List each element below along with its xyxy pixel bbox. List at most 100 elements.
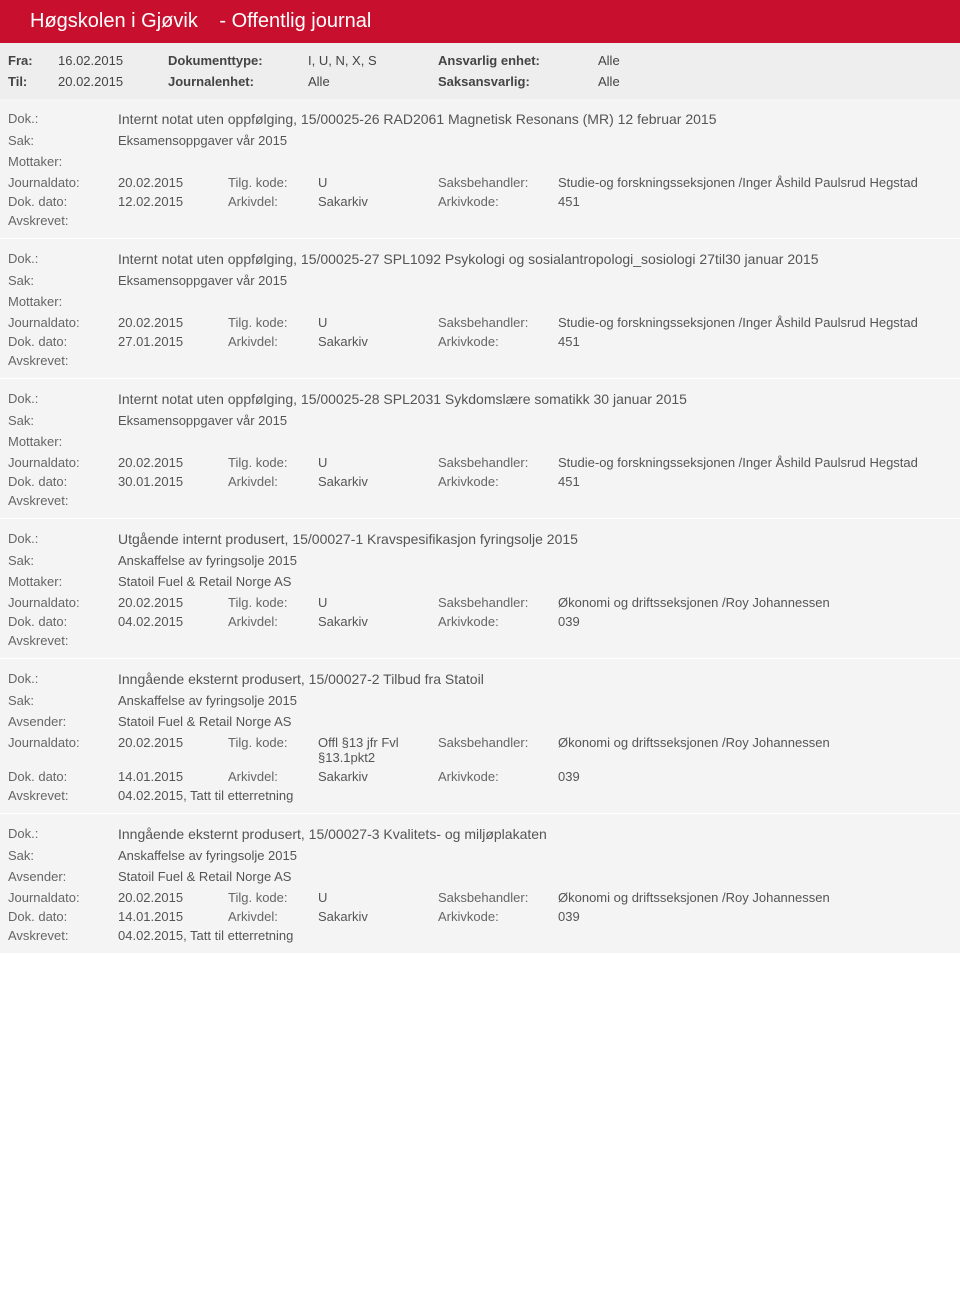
- dokdato-label: Dok. dato:: [8, 909, 118, 924]
- journal-entry: Dok.: Inngående eksternt produsert, 15/0…: [0, 814, 960, 954]
- arkivkode-label: Arkivkode:: [438, 474, 558, 489]
- saksbehandler-label: Saksbehandler:: [438, 175, 558, 190]
- sak-label: Sak:: [8, 848, 118, 863]
- journaldato-label: Journaldato:: [8, 315, 118, 330]
- arkivkode-label: Arkivkode:: [438, 614, 558, 629]
- ansvarlig-value: Alle: [598, 53, 952, 68]
- saksbehandler-label: Saksbehandler:: [438, 595, 558, 610]
- dok-title: Inngående eksternt produsert, 15/00027-2…: [118, 671, 952, 687]
- arkivdel-label: Arkivdel:: [228, 474, 318, 489]
- arkivdel-label: Arkivdel:: [228, 769, 318, 784]
- dokdato-label: Dok. dato:: [8, 334, 118, 349]
- avskrevet-label: Avskrevet:: [8, 353, 118, 368]
- dokdato-value: 27.01.2015: [118, 334, 228, 349]
- journal-entry: Dok.: Internt notat uten oppfølging, 15/…: [0, 99, 960, 239]
- party-label: Avsender:: [8, 869, 118, 884]
- journaldato-value: 20.02.2015: [118, 890, 228, 905]
- tilgkode-label: Tilg. kode:: [228, 735, 318, 750]
- arkivdel-value: Sakarkiv: [318, 334, 438, 349]
- journaldato-value: 20.02.2015: [118, 595, 228, 610]
- party-label: Mottaker:: [8, 574, 118, 589]
- arkivdel-value: Sakarkiv: [318, 769, 438, 784]
- dok-label: Dok.:: [8, 111, 118, 126]
- arkivdel-label: Arkivdel:: [228, 614, 318, 629]
- journaldato-label: Journaldato:: [8, 595, 118, 610]
- dokdato-value: 12.02.2015: [118, 194, 228, 209]
- filter-bar: Fra: 16.02.2015 Dokumenttype: I, U, N, X…: [0, 43, 960, 99]
- journaldato-value: 20.02.2015: [118, 175, 228, 190]
- journaldato-label: Journaldato:: [8, 455, 118, 470]
- fra-value: 16.02.2015: [58, 53, 168, 68]
- arkivkode-label: Arkivkode:: [438, 769, 558, 784]
- journal-entry: Dok.: Inngående eksternt produsert, 15/0…: [0, 659, 960, 814]
- journaldato-value: 20.02.2015: [118, 315, 228, 330]
- journaldato-label: Journaldato:: [8, 735, 118, 750]
- arkivkode-value: 039: [558, 769, 952, 784]
- til-value: 20.02.2015: [58, 74, 168, 89]
- tilgkode-label: Tilg. kode:: [228, 455, 318, 470]
- saksbehandler-label: Saksbehandler:: [438, 315, 558, 330]
- tilgkode-value: U: [318, 455, 438, 470]
- journaldato-value: 20.02.2015: [118, 455, 228, 470]
- dok-title: Utgående internt produsert, 15/00027-1 K…: [118, 531, 952, 547]
- sak-label: Sak:: [8, 133, 118, 148]
- avskrevet-label: Avskrevet:: [8, 788, 118, 803]
- arkivdel-value: Sakarkiv: [318, 614, 438, 629]
- party-label: Mottaker:: [8, 434, 118, 449]
- ansvarlig-label: Ansvarlig enhet:: [438, 53, 598, 68]
- arkivkode-value: 451: [558, 194, 952, 209]
- dok-label: Dok.:: [8, 251, 118, 266]
- party-label: Mottaker:: [8, 294, 118, 309]
- arkivkode-value: 039: [558, 614, 952, 629]
- party-value: Statoil Fuel & Retail Norge AS: [118, 574, 952, 589]
- party-value: Statoil Fuel & Retail Norge AS: [118, 714, 952, 729]
- arkivdel-label: Arkivdel:: [228, 194, 318, 209]
- saksbehandler-label: Saksbehandler:: [438, 890, 558, 905]
- arkivkode-label: Arkivkode:: [438, 909, 558, 924]
- saksbehandler-value: Økonomi og driftsseksjonen /Roy Johannes…: [558, 735, 952, 750]
- party-label: Mottaker:: [8, 154, 118, 169]
- journalenhet-value: Alle: [308, 74, 438, 89]
- avskrevet-label: Avskrevet:: [8, 633, 118, 648]
- arkivdel-value: Sakarkiv: [318, 194, 438, 209]
- doktype-value: I, U, N, X, S: [308, 53, 438, 68]
- avskrevet-value: 04.02.2015, Tatt til etterretning: [118, 788, 952, 803]
- avskrevet-label: Avskrevet:: [8, 213, 118, 228]
- sak-label: Sak:: [8, 693, 118, 708]
- dok-title: Internt notat uten oppfølging, 15/00025-…: [118, 251, 952, 267]
- dokdato-label: Dok. dato:: [8, 769, 118, 784]
- sak-label: Sak:: [8, 273, 118, 288]
- sak-value: Eksamensoppgaver vår 2015: [118, 133, 952, 148]
- avskrevet-value: 04.02.2015, Tatt til etterretning: [118, 928, 952, 943]
- tilgkode-value: U: [318, 595, 438, 610]
- tilgkode-value: U: [318, 175, 438, 190]
- page-header: Høgskolen i Gjøvik - Offentlig journal: [0, 0, 960, 43]
- arkivkode-value: 451: [558, 474, 952, 489]
- saksbehandler-value: Økonomi og driftsseksjonen /Roy Johannes…: [558, 595, 952, 610]
- saksbehandler-label: Saksbehandler:: [438, 455, 558, 470]
- journal-entry: Dok.: Internt notat uten oppfølging, 15/…: [0, 239, 960, 379]
- avskrevet-label: Avskrevet:: [8, 928, 118, 943]
- saksbehandler-value: Studie-og forskningsseksjonen /Inger Åsh…: [558, 175, 952, 190]
- dok-label: Dok.:: [8, 671, 118, 686]
- fra-label: Fra:: [8, 53, 58, 68]
- journalenhet-label: Journalenhet:: [168, 74, 308, 89]
- dokdato-value: 14.01.2015: [118, 909, 228, 924]
- journal-entry: Dok.: Internt notat uten oppfølging, 15/…: [0, 379, 960, 519]
- dokdato-label: Dok. dato:: [8, 474, 118, 489]
- arkivdel-label: Arkivdel:: [228, 334, 318, 349]
- dok-title: Inngående eksternt produsert, 15/00027-3…: [118, 826, 952, 842]
- sak-value: Anskaffelse av fyringsolje 2015: [118, 693, 952, 708]
- dok-label: Dok.:: [8, 531, 118, 546]
- tilgkode-label: Tilg. kode:: [228, 595, 318, 610]
- saksansvarlig-label: Saksansvarlig:: [438, 74, 598, 89]
- dok-title: Internt notat uten oppfølging, 15/00025-…: [118, 391, 952, 407]
- arkivdel-label: Arkivdel:: [228, 909, 318, 924]
- party-value: Statoil Fuel & Retail Norge AS: [118, 869, 952, 884]
- saksansvarlig-value: Alle: [598, 74, 952, 89]
- tilgkode-label: Tilg. kode:: [228, 175, 318, 190]
- dokdato-value: 04.02.2015: [118, 614, 228, 629]
- doktype-label: Dokumenttype:: [168, 53, 308, 68]
- til-label: Til:: [8, 74, 58, 89]
- sak-value: Anskaffelse av fyringsolje 2015: [118, 848, 952, 863]
